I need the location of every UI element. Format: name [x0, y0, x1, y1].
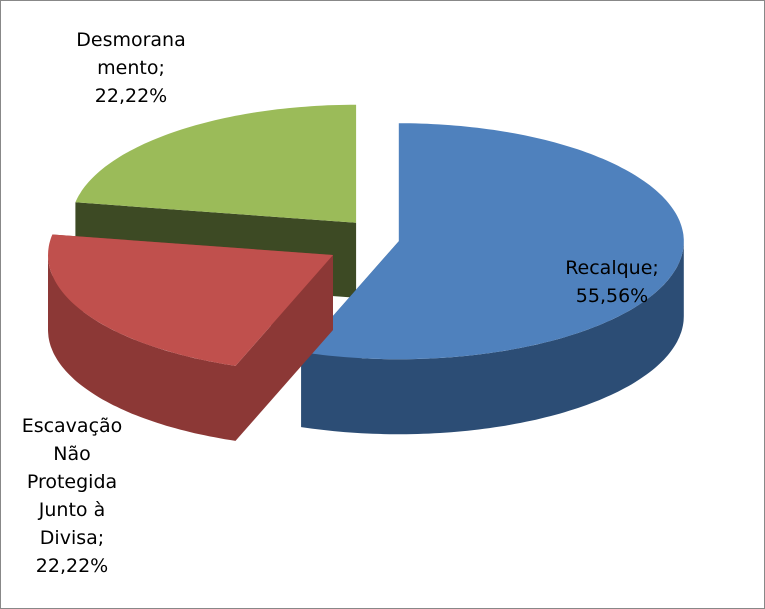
data-label-value: 22,22% [95, 85, 167, 107]
labels: Recalque; 55,56% Escavação Não Protegida Junt… [22, 29, 659, 577]
slice-top [301, 123, 684, 360]
slice-wall [301, 241, 684, 435]
data-label-line: Escavação [22, 415, 123, 437]
slice-wall [48, 255, 236, 441]
data-label-line: Protegida [27, 471, 117, 493]
data-label-line: Não [53, 443, 90, 465]
data-label-value: 22,22% [36, 555, 108, 577]
pie [48, 104, 684, 441]
slice-top [48, 234, 333, 366]
data-label-line: Divisa; [40, 527, 104, 549]
data-label: Recalque; 55,56% [565, 257, 659, 307]
slice-top [75, 104, 357, 223]
slice [48, 234, 334, 441]
data-label-value: 55,56% [576, 285, 648, 307]
data-label: Escavação Não Protegida Junto à Divisa; 22,22… [22, 415, 123, 577]
data-label-line: Recalque; [565, 257, 659, 279]
data-label: Desmorana mento; 22,22% [76, 29, 186, 107]
data-label-line: Junto à [38, 499, 105, 521]
slice [301, 123, 684, 435]
data-label-line: Desmorana [76, 29, 186, 51]
data-label-line: mento; [97, 57, 165, 79]
